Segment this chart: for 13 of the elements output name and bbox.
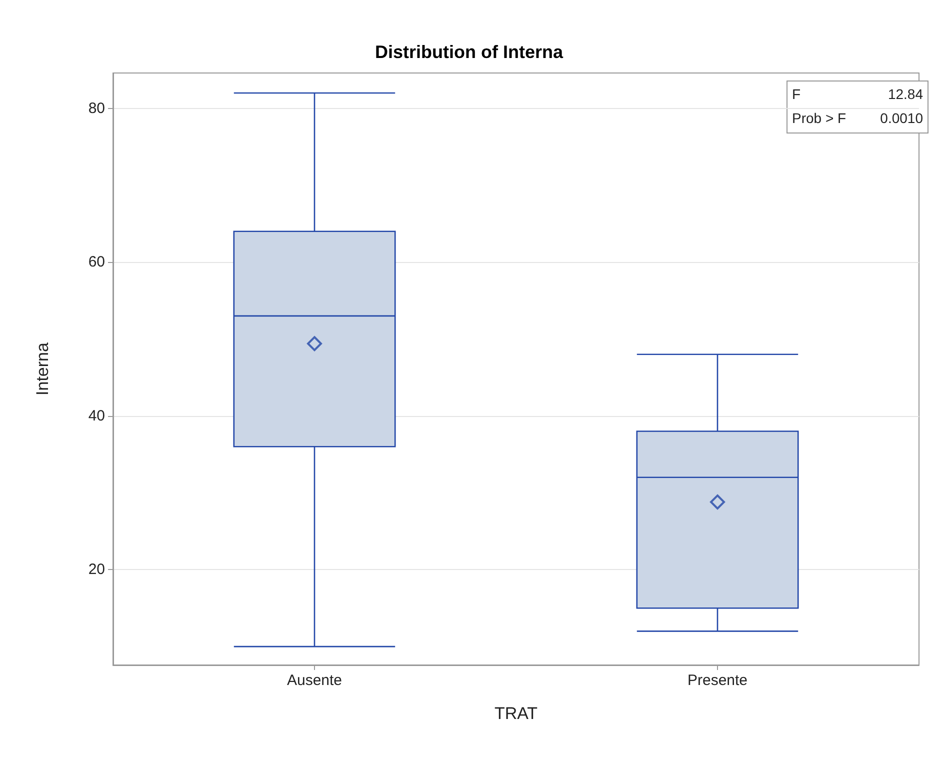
y-tick-label: 60 [88,254,105,271]
chart-title: Distribution of Interna [375,42,564,62]
y-tick-label: 40 [88,407,105,424]
x-axis-title: TRAT [494,704,538,723]
annotation: F [792,86,801,102]
annotation: Prob > F [792,110,846,126]
annotation: 12.84 [888,86,924,102]
y-tick-label: 20 [88,561,105,578]
x-tick-label: Ausente [286,672,342,689]
y-tick-label: 80 [88,100,105,117]
annotation: 0.0010 [880,110,924,126]
x-tick-label: Presente [687,672,748,689]
y-axis-title: Interna [33,342,52,396]
